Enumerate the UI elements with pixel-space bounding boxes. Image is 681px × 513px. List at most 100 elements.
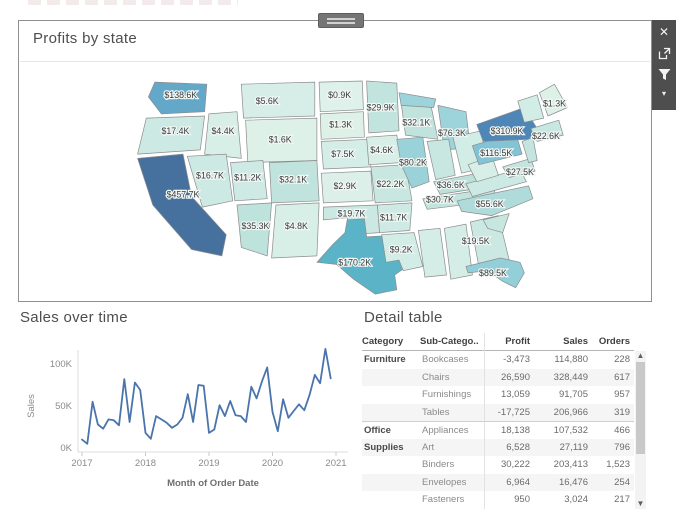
table-row[interactable]: Furniture Bookcases -3,473 114,880 228 — [362, 351, 634, 369]
state-mt[interactable] — [240, 81, 316, 119]
state-ks[interactable] — [320, 170, 374, 204]
table-row[interactable]: Office Appliances 18,138 107,532 466 — [362, 421, 634, 440]
state-label-mi: $76.3K — [438, 128, 466, 138]
title-separator — [20, 61, 650, 62]
sales-line-chart[interactable]: 0K 50K 100K Sales 2017 2018 2019 2020 2021 Month … — [18, 334, 356, 510]
subcategory-cell: Bookcases — [422, 354, 469, 365]
state-nm[interactable] — [271, 202, 320, 259]
subcategory-cell: Envelopes — [422, 476, 467, 488]
sales-series-line[interactable] — [81, 347, 332, 445]
state-vtnh[interactable] — [517, 94, 545, 123]
state-nc[interactable] — [456, 185, 534, 216]
orders-cell: 1,523 — [606, 459, 630, 470]
state-mact[interactable] — [530, 119, 564, 142]
state-label-tx: $170.2K — [338, 257, 371, 267]
sales-cell: 3,024 — [564, 494, 588, 505]
state-label-nv: $16.7K — [196, 170, 224, 180]
state-nd[interactable] — [318, 80, 364, 113]
table-row[interactable]: Chairs 26,590 328,449 617 — [362, 368, 634, 387]
state-label-ca: $457.7K — [167, 189, 200, 199]
y-tick-label: 50K — [55, 401, 73, 412]
state-ar[interactable] — [377, 202, 413, 233]
profit-cell: 6,964 — [484, 473, 534, 491]
table-row[interactable]: Binders 30,222 203,413 1,523 — [362, 456, 634, 474]
table-scrollbar[interactable]: ▲ ▼ — [635, 351, 646, 509]
state-wa[interactable] — [148, 81, 208, 115]
drag-handle-grip-line — [327, 17, 355, 20]
state-nv[interactable] — [186, 153, 234, 208]
open-external-icon[interactable] — [656, 45, 672, 61]
us-choropleth-map[interactable]: $138.6K $17.4K $457.7K $4.4K $5.6K $0.9K $1.3K… — [19, 63, 650, 301]
state-mo[interactable] — [370, 164, 413, 204]
column-header-profit[interactable]: Profit — [484, 333, 534, 351]
filter-icon[interactable] — [656, 66, 672, 82]
state-ms[interactable] — [418, 227, 447, 278]
state-il[interactable] — [396, 136, 430, 189]
state-in[interactable] — [426, 138, 456, 180]
sales-cell: 27,119 — [559, 441, 588, 453]
orders-cell: 254 — [614, 476, 630, 488]
sales-cell: 328,449 — [553, 371, 588, 383]
state-sd[interactable] — [319, 111, 365, 140]
state-fl[interactable] — [465, 257, 525, 289]
category-cell: Furniture — [364, 354, 406, 365]
table-row[interactable]: Tables -17,725 206,966 319 — [362, 403, 634, 422]
table-row[interactable]: Furnishings 13,059 91,705 957 — [362, 386, 634, 404]
state-label-ga: $19.5K — [462, 236, 490, 246]
state-label-mact: $22.6K — [532, 131, 560, 141]
sales-chart-title: Sales over time — [20, 309, 128, 326]
map-card-title: Profits by state — [33, 30, 138, 47]
state-label-wi: $32.1K — [402, 117, 430, 127]
column-header-category[interactable]: Category — [362, 336, 404, 347]
subcategory-cell: Appliances — [422, 425, 469, 436]
state-ut[interactable] — [230, 160, 268, 202]
orders-cell: 217 — [614, 494, 630, 505]
state-or[interactable] — [137, 115, 205, 155]
state-label-ks: $2.9K — [334, 181, 357, 191]
x-axis-title: Month of Order Date — [167, 478, 259, 489]
table-row[interactable]: Fasteners 950 3,024 217 — [362, 491, 634, 509]
state-mn[interactable] — [366, 80, 400, 134]
column-header-orders[interactable]: Orders — [598, 336, 630, 347]
state-label-pa: $116.5K — [480, 148, 512, 158]
category-cell — [362, 456, 420, 474]
category-cell — [362, 369, 420, 387]
x-tick-label: 2019 — [198, 458, 219, 469]
state-me[interactable] — [539, 83, 568, 117]
detail-table: Category Sub-Catego.. Profit Sales Orders Fur… — [362, 333, 646, 509]
state-al[interactable] — [444, 223, 473, 280]
detail-table-section: Detail table Category Sub-Catego.. Profit S… — [362, 309, 654, 509]
detail-table-title: Detail table — [364, 309, 443, 326]
state-ca[interactable] — [137, 153, 227, 257]
state-id[interactable] — [204, 111, 242, 159]
state-label-tn: $30.7K — [426, 195, 454, 205]
sales-cell: 91,705 — [558, 389, 588, 400]
y-tick-label: 100K — [50, 359, 73, 370]
state-md[interactable] — [502, 158, 536, 178]
state-label-id: $4.4K — [212, 126, 235, 136]
table-row[interactable]: Envelopes 6,964 16,476 254 — [362, 473, 634, 491]
subcategory-cell: Tables — [422, 406, 450, 418]
state-label-md: $27.5K — [506, 167, 534, 177]
scrollbar-thumb[interactable] — [636, 362, 645, 454]
category-cell — [362, 491, 420, 509]
category-cell — [362, 404, 420, 422]
state-la[interactable] — [381, 232, 424, 272]
caret-down-icon[interactable]: ▾ — [661, 88, 666, 98]
state-label-ok: $19.7K — [338, 209, 366, 219]
profits-map-card: Profits by state $138.6K $17.4K $457.7K $4.… — [18, 20, 652, 302]
scroll-down-icon[interactable]: ▼ — [636, 499, 645, 508]
scroll-up-icon[interactable]: ▲ — [636, 351, 645, 360]
state-sc[interactable] — [482, 213, 510, 233]
state-mi[interactable] — [398, 92, 437, 108]
state-az[interactable] — [236, 202, 272, 257]
category-cell — [362, 386, 420, 404]
column-header-sales[interactable]: Sales — [563, 336, 588, 347]
close-icon[interactable]: ✕ — [658, 25, 670, 39]
table-row[interactable]: Supplies Art 6,528 27,119 796 — [362, 438, 634, 456]
state-co[interactable] — [269, 160, 320, 204]
x-tick-label: 2021 — [325, 458, 346, 469]
drag-handle[interactable] — [318, 13, 364, 28]
state-label-ky: $36.6K — [437, 180, 465, 190]
column-header-subcatego[interactable]: Sub-Catego.. — [420, 336, 479, 347]
